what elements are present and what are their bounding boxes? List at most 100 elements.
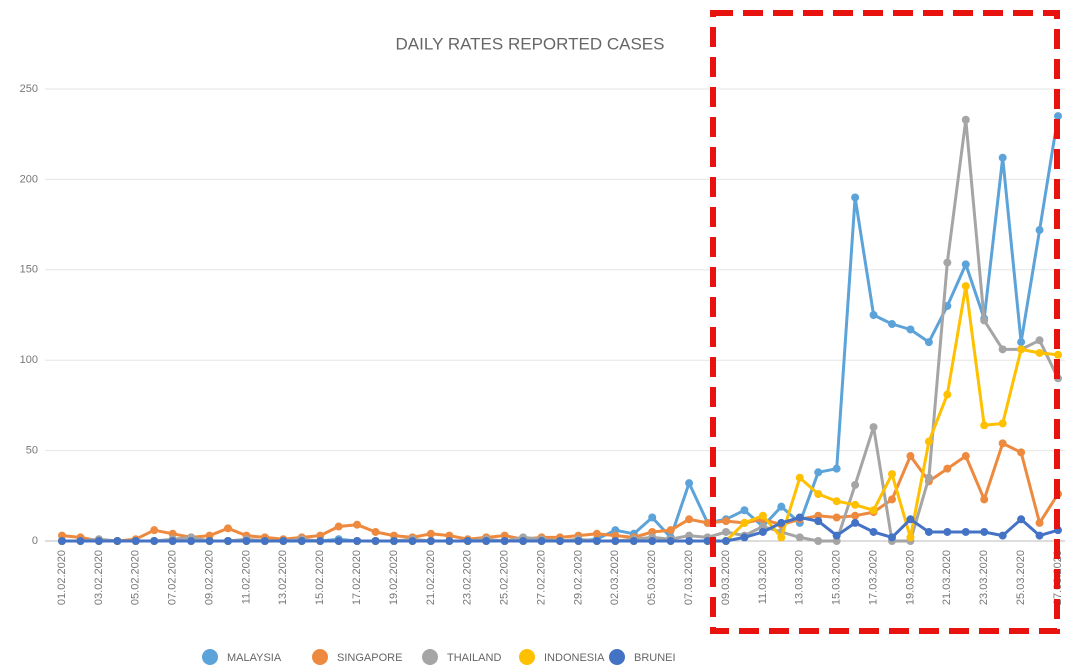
data-point	[722, 527, 730, 536]
data-point	[869, 423, 878, 432]
data-point	[906, 452, 915, 461]
data-point	[297, 537, 306, 545]
data-point	[666, 537, 675, 545]
data-point	[242, 537, 251, 545]
y-tick-label: 0	[32, 535, 38, 547]
legend-label: THAILAND	[447, 652, 501, 664]
data-point	[869, 506, 878, 515]
data-point	[943, 464, 952, 473]
data-point	[851, 500, 860, 509]
data-point	[998, 439, 1007, 448]
x-tick-label: 09.03.2020	[720, 550, 732, 605]
data-point	[353, 537, 362, 545]
x-tick-label: 03.02.2020	[93, 550, 105, 605]
legend-swatch	[422, 649, 438, 665]
data-point	[1035, 336, 1044, 345]
data-point	[998, 153, 1007, 162]
x-tick-label: 11.03.2020	[757, 550, 769, 604]
x-tick-label: 13.02.2020	[277, 550, 289, 605]
legend-label: SINGAPORE	[337, 652, 402, 664]
y-tick-label: 150	[20, 264, 38, 276]
data-point	[1035, 531, 1044, 540]
data-point	[906, 533, 915, 542]
data-point	[592, 537, 601, 545]
data-point	[574, 537, 583, 545]
data-point	[592, 529, 601, 538]
data-point	[980, 527, 989, 536]
data-point	[1035, 348, 1044, 357]
data-point	[851, 518, 860, 527]
data-point	[814, 517, 823, 526]
data-point	[980, 421, 989, 430]
legend-swatch	[519, 649, 535, 665]
data-point	[740, 518, 749, 527]
data-point	[648, 537, 657, 545]
legend-label: BRUNEI	[634, 652, 676, 664]
data-point	[998, 531, 1007, 540]
data-point	[924, 338, 933, 347]
data-point	[1054, 350, 1062, 359]
data-point	[906, 515, 915, 524]
data-point	[961, 260, 970, 269]
data-point	[666, 526, 675, 535]
data-point	[648, 513, 657, 522]
data-point	[629, 537, 638, 545]
data-point	[832, 513, 841, 522]
data-point	[334, 537, 343, 545]
data-point	[260, 537, 269, 545]
data-point	[888, 495, 896, 504]
data-point	[795, 533, 804, 542]
data-point	[224, 537, 232, 545]
data-point	[371, 537, 380, 545]
x-tick-label: 13.03.2020	[794, 550, 806, 605]
data-point	[353, 520, 362, 529]
x-tick-label: 25.02.2020	[499, 550, 511, 605]
data-point	[758, 527, 767, 536]
x-tick-label: 27.02.2020	[535, 550, 547, 605]
data-point	[888, 470, 896, 479]
y-tick-label: 50	[26, 445, 38, 457]
y-tick-label: 100	[20, 354, 38, 366]
series-line	[62, 284, 1059, 543]
data-point	[334, 522, 343, 531]
data-point	[1054, 112, 1062, 121]
x-tick-label: 15.02.2020	[314, 550, 326, 605]
data-point	[795, 513, 804, 522]
x-tick-label: 19.03.2020	[904, 550, 916, 605]
data-point	[279, 537, 288, 545]
data-point	[1017, 345, 1026, 354]
legend-swatch	[312, 649, 328, 665]
data-point	[814, 489, 823, 498]
data-point	[1035, 226, 1044, 235]
x-tick-label: 21.02.2020	[425, 550, 437, 605]
data-point	[777, 502, 786, 511]
x-tick-label: 07.02.2020	[167, 550, 179, 605]
data-point	[150, 537, 159, 545]
x-tick-label: 15.03.2020	[831, 550, 843, 605]
data-point	[131, 537, 140, 545]
data-point	[408, 537, 417, 545]
data-point	[888, 533, 896, 542]
data-point	[961, 452, 970, 461]
x-tick-label: 17.03.2020	[867, 550, 879, 605]
x-tick-label: 29.02.2020	[572, 550, 584, 605]
chart-title: DAILY RATES REPORTED CASES	[396, 34, 665, 53]
data-point	[924, 527, 933, 536]
data-point	[851, 511, 860, 520]
data-point	[722, 517, 730, 526]
data-point	[777, 518, 786, 527]
data-point	[224, 524, 232, 533]
data-point	[205, 537, 214, 545]
data-point	[537, 537, 546, 545]
data-point	[1017, 448, 1026, 457]
data-point	[58, 537, 66, 545]
data-point	[426, 529, 435, 538]
data-point	[832, 464, 841, 473]
y-tick-label: 200	[20, 173, 38, 185]
x-tick-label: 01.02.2020	[56, 550, 68, 605]
data-point	[961, 527, 970, 536]
x-tick-label: 23.02.2020	[462, 550, 474, 605]
data-point	[943, 301, 952, 310]
x-tick-label: 23.03.2020	[978, 550, 990, 605]
